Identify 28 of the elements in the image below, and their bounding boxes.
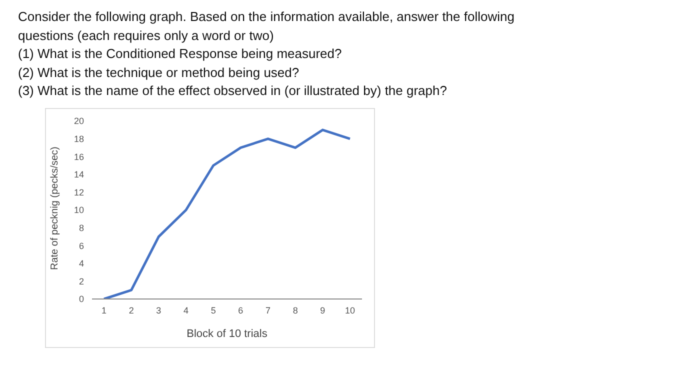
x-tick-label: 2 [128,305,134,316]
text: (2) What is the technique or method being used? [18,64,300,82]
x-tick-label: 4 [183,305,189,316]
y-tick-label: 8 [78,222,84,233]
y-tick-label: 12 [74,187,84,198]
x-tick-label: 7 [265,305,271,316]
x-tick-label: 10 [344,305,356,316]
y-tick-label: 4 [78,258,84,269]
text: (3) What is the name of the effect observed in (or illustrated by) the graph? [18,82,448,100]
y-tick-label: 2 [78,276,84,286]
x-tick-label: 1 [101,305,107,316]
y-axis-title: Rate of pecknig (pecks/sec) [50,146,61,270]
y-tick-label: 0 [78,294,84,304]
line-series [102,128,352,299]
y-tick-label: 18 [74,134,84,144]
text: Consider the following graph. Based on the information available, answer the following questions (each requires only a word or two) [18,8,516,45]
x-tick-label: 3 [156,305,162,316]
y-tick-label: 6 [78,240,84,251]
y-tick-label: 16 [74,152,84,162]
y-tick-label: 20 [74,116,84,126]
x-tick-label: 5 [210,305,216,316]
x-axis-title: Block of 10 trials [186,328,268,340]
y-tick-label: 10 [74,205,84,216]
x-tick-label: 9 [320,305,326,316]
text: (1) What is the Conditioned Response being measured? [18,45,343,63]
x-tick-label: 6 [238,305,244,316]
y-tick-label: 14 [74,170,84,180]
x-tick-label: 8 [292,305,298,316]
